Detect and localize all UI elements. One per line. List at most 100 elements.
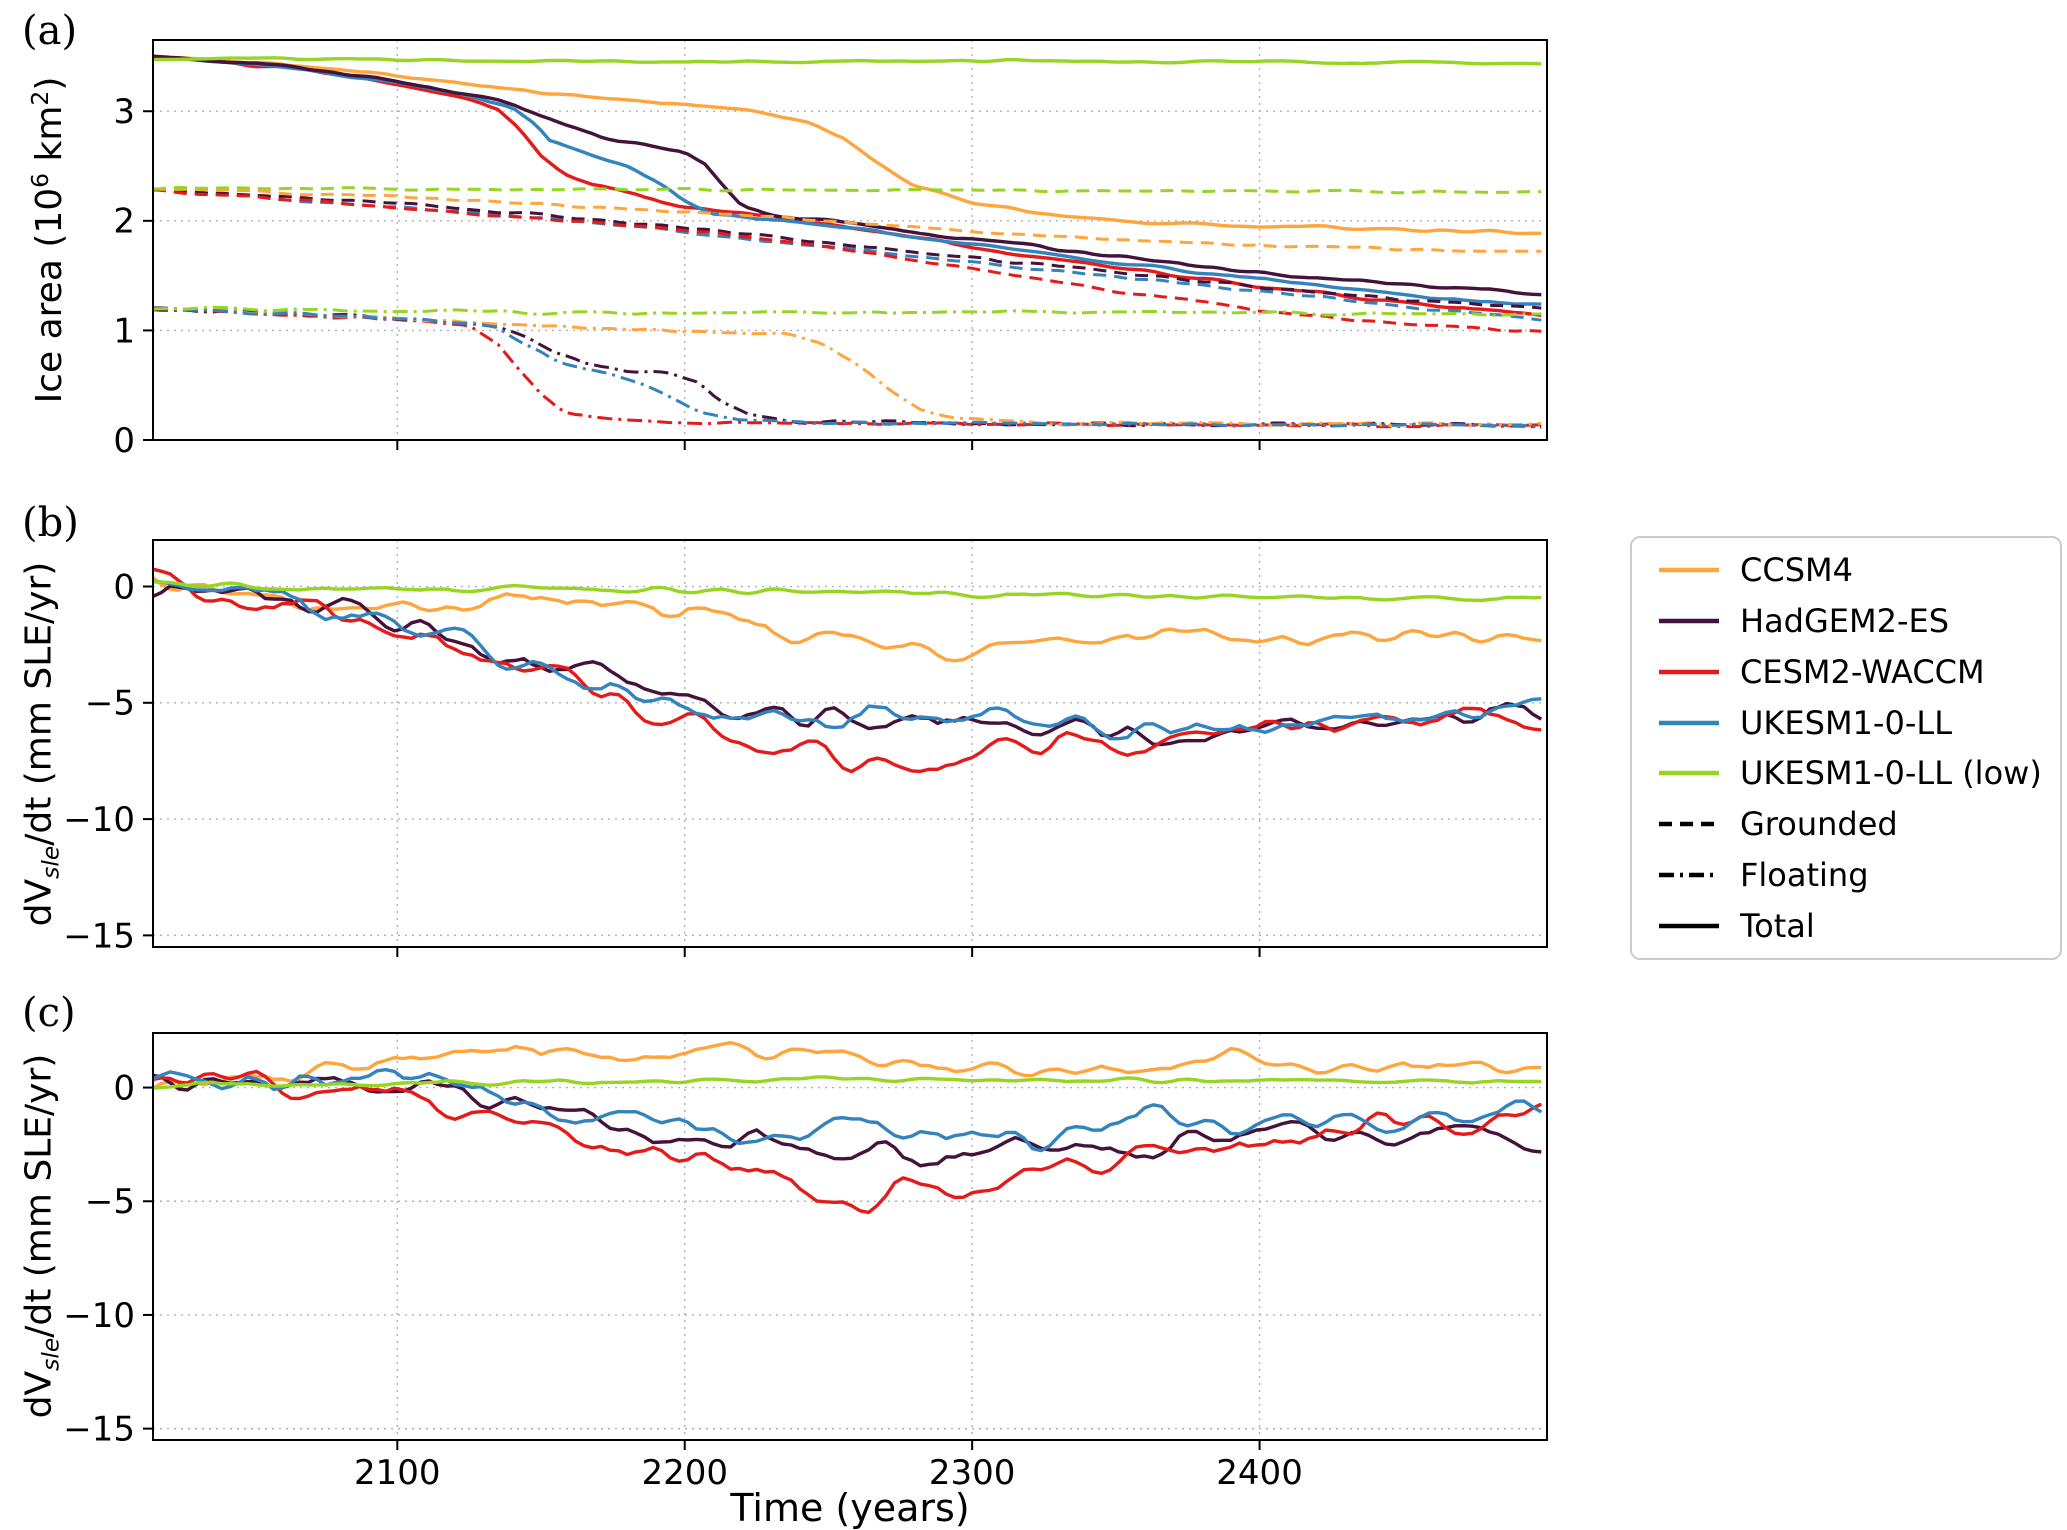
series-hadgem2-es-total	[153, 54, 1542, 297]
ylabel-b-text: dV	[18, 878, 60, 927]
legend-label: Total	[1740, 906, 1815, 945]
ylabel-a-mid: km	[29, 105, 70, 173]
ylabel-a-exp2: 2	[26, 90, 54, 106]
panel-a: 0 1 2 3	[113, 39, 1548, 461]
series-ccsm4-total	[153, 576, 1542, 663]
panel-b: 0 −5 −10 −15	[63, 539, 1548, 957]
series-ccsm4-grounded	[153, 187, 1542, 253]
y-axis-label-a: Ice area (106 km2)	[16, 40, 70, 440]
y-tick-label: −15	[63, 916, 135, 956]
series-ccsm4-total	[153, 54, 1542, 236]
legend-item-grounded: Grounded	[1658, 808, 2034, 840]
series-ukesm1-0-ll-low--total	[153, 580, 1542, 603]
series-group	[153, 1040, 1543, 1215]
panel-label-b: (b)	[22, 500, 79, 546]
series-ccsm4-total	[153, 1040, 1542, 1090]
y-tick-label: 0	[113, 567, 135, 607]
x-tick-label: 2200	[641, 1453, 728, 1493]
y-axis-label-b: dVsle/dt (mm SLE/yr)	[16, 541, 65, 948]
x-axis-label: Time (years)	[730, 1486, 970, 1530]
y-tick-label: −5	[85, 1182, 135, 1222]
x-tick-label: 2400	[1216, 1453, 1303, 1493]
series-ukesm1-0-ll-total	[153, 55, 1542, 306]
panel-label-c: (c)	[22, 990, 76, 1036]
ylabel-a-exp1: 6	[26, 172, 54, 188]
y-tick-label: −5	[85, 684, 135, 724]
series-cesm2-waccm-total	[153, 567, 1542, 774]
series-cesm2-waccm-grounded	[153, 187, 1542, 333]
ylabel-c-post: /dt (mm SLE/yr)	[18, 1053, 60, 1338]
ylabel-b-post: /dt (mm SLE/yr)	[18, 561, 60, 846]
legend-item-hadgem2-es: HadGEM2-ES	[1658, 605, 2034, 637]
legend-line-sample	[1659, 720, 1719, 725]
legend-line-sample	[1659, 567, 1719, 573]
legend: CCSM4 HadGEM2-ES CESM2-WACCM UKESM1-0-LL UKE…	[1630, 536, 2062, 960]
axes-spines	[152, 539, 1548, 948]
y-axis-label-c: dVsle/dt (mm SLE/yr)	[16, 1033, 65, 1440]
series-ukesm1-0-ll-low--total	[153, 56, 1542, 66]
series-ukesm1-0-ll-grounded	[153, 187, 1542, 322]
ylabel-a-text: Ice area (10	[29, 187, 70, 404]
series-ccsm4-floating	[153, 306, 1542, 428]
ticks: 0 −5 −10 −15	[63, 567, 1261, 957]
series-cesm2-waccm-floating	[153, 306, 1542, 429]
legend-line-sample	[1659, 923, 1719, 929]
ylabel-b-sub: sle	[36, 845, 65, 879]
series-cesm2-waccm-total	[153, 56, 1542, 318]
x-tick-label: 2300	[929, 1453, 1016, 1493]
x-tick-label: 2100	[354, 1453, 441, 1493]
legend-line-sample	[1659, 872, 1719, 878]
y-tick-label: 0	[113, 421, 135, 461]
y-tick-label: 0	[113, 1068, 135, 1108]
ylabel-c-text: dV	[18, 1370, 60, 1419]
axes-spines	[152, 39, 1548, 441]
gridlines	[153, 540, 1547, 947]
legend-label: UKESM1-0-LL	[1740, 703, 1953, 742]
series-group	[153, 567, 1543, 774]
series-ukesm1-0-ll-total	[153, 1068, 1543, 1153]
legend-item-floating: Floating	[1658, 859, 2034, 891]
series-ukesm1-0-ll-floating	[153, 306, 1542, 429]
gridlines	[153, 40, 1547, 441]
series-hadgem2-es-total	[153, 1073, 1542, 1168]
series-ukesm1-0-ll-low--floating	[153, 305, 1542, 317]
series-ukesm1-0-ll-total	[153, 580, 1542, 741]
legend-label: UKESM1-0-LL (low)	[1740, 754, 2042, 793]
legend-label: HadGEM2-ES	[1740, 601, 1950, 640]
series-group	[153, 54, 1542, 429]
series-ukesm1-0-ll-low--total	[153, 1075, 1542, 1090]
legend-line-sample	[1659, 771, 1719, 776]
panel-label-a: (a)	[22, 8, 78, 54]
series-hadgem2-es-grounded	[153, 188, 1542, 310]
y-tick-label: 1	[113, 311, 135, 351]
series-ukesm1-0-ll-low--grounded	[153, 186, 1542, 195]
legend-item-ccsm4: CCSM4	[1658, 554, 2034, 586]
legend-item-ukesm1-0-ll: UKESM1-0-LL	[1658, 707, 2034, 739]
legend-line-sample	[1659, 618, 1719, 624]
gridlines	[153, 1033, 1547, 1440]
legend-item-total: Total	[1658, 910, 2034, 942]
series-cesm2-waccm-total	[153, 1069, 1543, 1215]
series-hadgem2-es-floating	[153, 308, 1542, 429]
ylabel-a-post: )	[29, 76, 70, 91]
y-tick-label: 3	[113, 92, 135, 132]
y-tick-label: 2	[113, 202, 135, 242]
ticks: 0 −5 −10 −15 2100 2200 2300 2400	[63, 1068, 1303, 1493]
legend-label: CESM2-WACCM	[1740, 652, 1985, 691]
series-hadgem2-es-total	[153, 584, 1543, 747]
y-tick-label: −10	[63, 1296, 135, 1336]
ylabel-c-sub: sle	[36, 1337, 65, 1371]
legend-line-sample	[1659, 821, 1719, 827]
legend-item-ukesm1-0-ll-low-: UKESM1-0-LL (low)	[1658, 757, 2042, 789]
legend-label: Floating	[1740, 856, 1869, 895]
y-tick-label: −10	[63, 800, 135, 840]
ticks: 0 1 2 3	[113, 92, 1261, 461]
legend-label: CCSM4	[1740, 551, 1853, 589]
panel-c: 0 −5 −10 −15 2100 2200 2300 2400	[63, 1032, 1548, 1493]
legend-item-cesm2-waccm: CESM2-WACCM	[1658, 656, 2034, 688]
axes-spines	[152, 1032, 1548, 1441]
legend-line-sample	[1659, 669, 1719, 674]
legend-label: Grounded	[1740, 805, 1898, 844]
y-tick-label: −15	[63, 1410, 135, 1450]
